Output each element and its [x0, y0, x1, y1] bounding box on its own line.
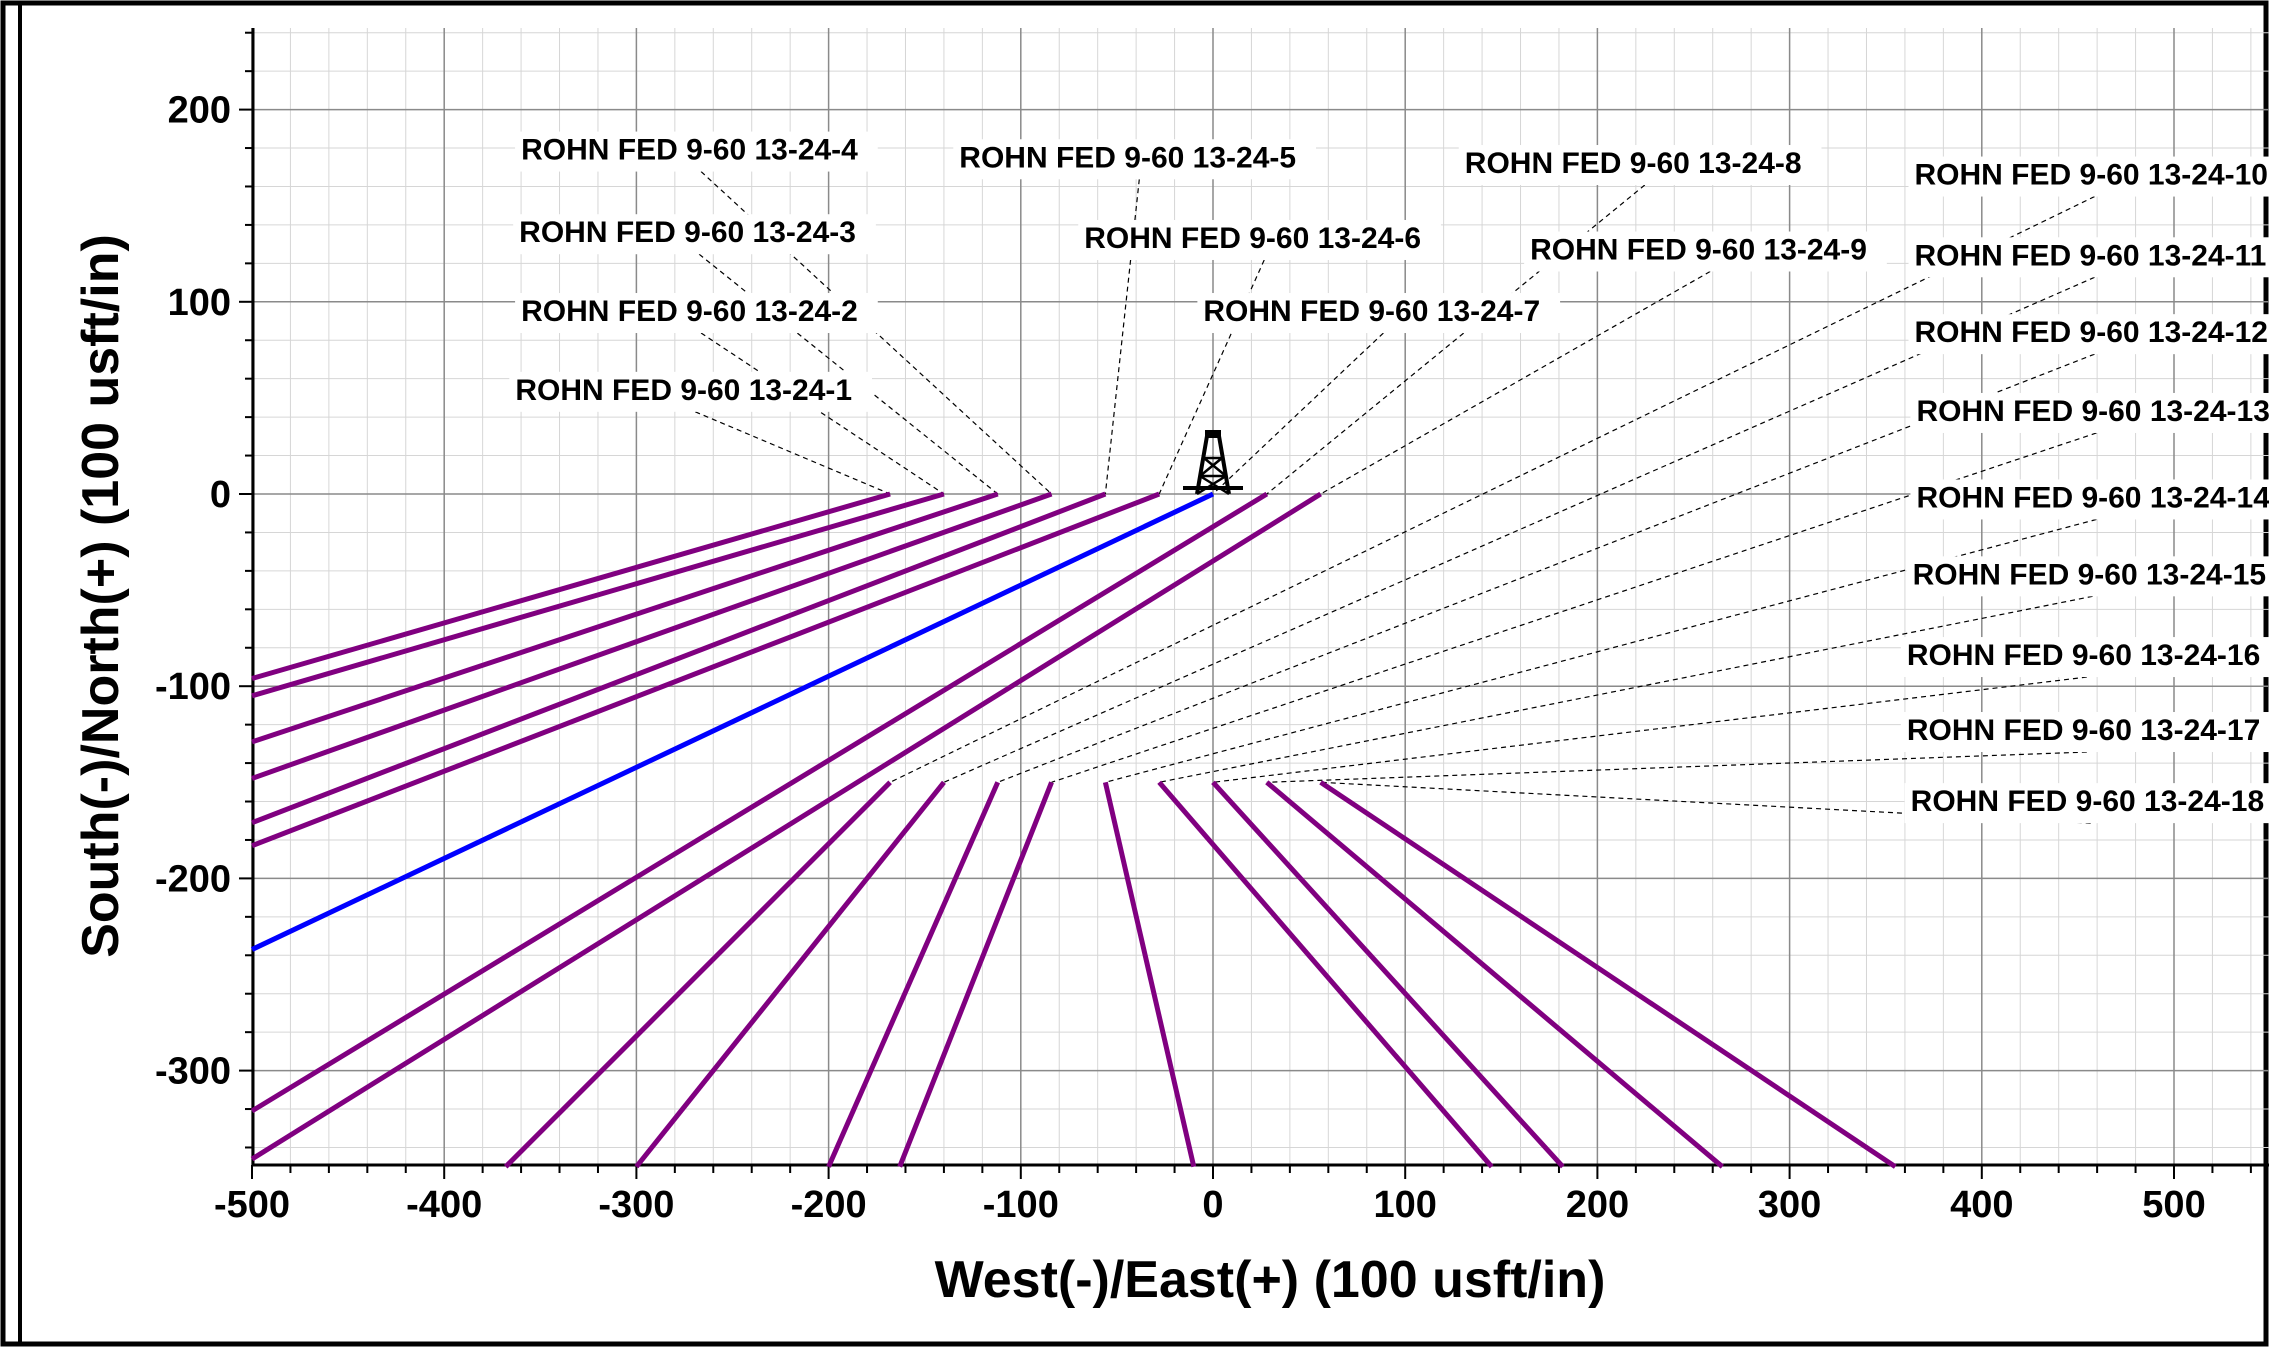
x-tick-label: 100: [1373, 1184, 1436, 1226]
well-label-bg: [1524, 231, 1887, 272]
well-path: [826, 781, 1001, 1168]
well-path: [251, 491, 1107, 825]
well-label-bg: [1904, 783, 2269, 824]
well-label: ROHN FED 9-60 13-24-5: [959, 141, 1296, 174]
well-path: [251, 491, 945, 699]
well-label-bg: [1458, 145, 1822, 186]
well-label: ROHN FED 9-60 13-24-13: [1916, 395, 2269, 428]
y-tick-label: -200: [155, 858, 231, 900]
x-tick-label: -400: [406, 1184, 482, 1226]
well-path: [1319, 780, 1897, 1169]
x-tick-label: -500: [214, 1184, 290, 1226]
y-tick-label: 200: [168, 90, 231, 132]
well-label: ROHN FED 9-60 13-24-1: [515, 374, 852, 407]
well-path: [897, 781, 1054, 1168]
well-label: ROHN FED 9-60 13-24-3: [519, 216, 856, 249]
well-path: [251, 491, 1161, 849]
x-tick-label: 300: [1758, 1184, 1821, 1226]
leader-line: [1104, 179, 1140, 495]
leader-line: [695, 411, 891, 495]
well-label: ROHN FED 9-60 13-24-12: [1915, 316, 2268, 349]
well-label: ROHN FED 9-60 13-24-2: [521, 295, 858, 328]
well-label: ROHN FED 9-60 13-24-14: [1916, 481, 2269, 514]
well-label: ROHN FED 9-60 13-24-9: [1530, 234, 1867, 267]
y-tick-label: -300: [155, 1051, 231, 1093]
y-tick-label: 100: [168, 282, 231, 324]
well-label-bg: [1910, 392, 2269, 433]
x-axis-title: West(-)/East(+) (100 usft/in): [935, 1251, 1606, 1309]
well-label-bg: [513, 214, 876, 255]
well-label-bg: [1906, 556, 2269, 597]
x-tick-label: -200: [791, 1184, 867, 1226]
well-label-bg: [515, 131, 878, 172]
leader-line: [1158, 259, 1265, 495]
x-tick-label: -100: [983, 1184, 1059, 1226]
leader-line: [943, 276, 2095, 783]
well-path: [1102, 781, 1197, 1168]
well-path: [251, 491, 891, 681]
drilling-rig-icon: [1183, 430, 1243, 496]
well-label: ROHN FED 9-60 13-24-10: [1915, 159, 2268, 192]
well-label-bg: [1910, 479, 2269, 520]
x-tick-label: 0: [1202, 1184, 1223, 1226]
y-tick-label: 0: [210, 474, 231, 516]
rig-bracing: [1196, 456, 1230, 496]
minor-grid: [253, 28, 2269, 1165]
well-paths: [250, 491, 1897, 1169]
major-grid: [251, 28, 2269, 1165]
well-label-bg: [1078, 219, 1441, 260]
well-label: ROHN FED 9-60 13-24-8: [1465, 147, 1802, 180]
leader-line: [1266, 751, 2087, 783]
well-label-bg: [515, 293, 878, 334]
leader-line: [1320, 270, 1711, 495]
leader-line: [700, 332, 945, 495]
well-label-bg: [1908, 237, 2269, 278]
tick-labels: -500 -400 -300 -200 -100 0 100 200 300 400 500 200 1…: [155, 90, 2206, 1226]
well-label-bg: [1197, 293, 1561, 334]
well-label-bg: [1908, 314, 2269, 355]
well-path: [250, 491, 1269, 1114]
well-path: [1157, 780, 1494, 1169]
x-tick-label: -300: [598, 1184, 674, 1226]
y-tick-label: -100: [155, 666, 231, 708]
x-tick-label: 200: [1566, 1184, 1629, 1226]
leader-line: [1159, 595, 2093, 783]
x-tick-label: 400: [1950, 1184, 2013, 1226]
well-label-bg: [1900, 712, 2269, 753]
well-label: ROHN FED 9-60 13-24-11: [1915, 239, 2267, 272]
well-path: [251, 491, 999, 745]
well-label: ROHN FED 9-60 13-24-7: [1203, 295, 1540, 328]
well-label: ROHN FED 9-60 13-24-16: [1907, 639, 2260, 672]
well-path: [634, 780, 946, 1169]
leader-line: [997, 353, 2095, 783]
well-label: ROHN FED 9-60 13-24-4: [521, 134, 858, 167]
well-path: [250, 491, 1215, 952]
well-label: ROHN FED 9-60 13-24-6: [1084, 222, 1421, 255]
axes: [239, 28, 2269, 1179]
y-axis-title: South(-)/North(+) (100 usft/in): [72, 234, 130, 958]
well-label-bg: [1900, 637, 2269, 678]
well-path: [1265, 780, 1724, 1169]
well-labels: ROHN FED 9-60 13-24-4 ROHN FED 9-60 13-24…: [509, 131, 2269, 824]
well-label-bg: [1908, 156, 2269, 197]
well-label: ROHN FED 9-60 13-24-18: [1911, 785, 2264, 818]
x-tick-label: 500: [2142, 1184, 2205, 1226]
leader-line: [889, 196, 2095, 783]
well-path: [250, 491, 1322, 1162]
leader-line: [1212, 676, 2087, 783]
well-path: [251, 491, 1053, 781]
well-label-bg: [509, 371, 873, 412]
well-label-bg: [953, 139, 1316, 180]
well-path: [503, 780, 892, 1169]
well-label: ROHN FED 9-60 13-24-15: [1913, 558, 2266, 591]
leader-line: [1212, 332, 1384, 495]
well-path: [1211, 780, 1565, 1169]
rig-crown: [1205, 430, 1221, 437]
well-label: ROHN FED 9-60 13-24-17: [1907, 714, 2260, 747]
